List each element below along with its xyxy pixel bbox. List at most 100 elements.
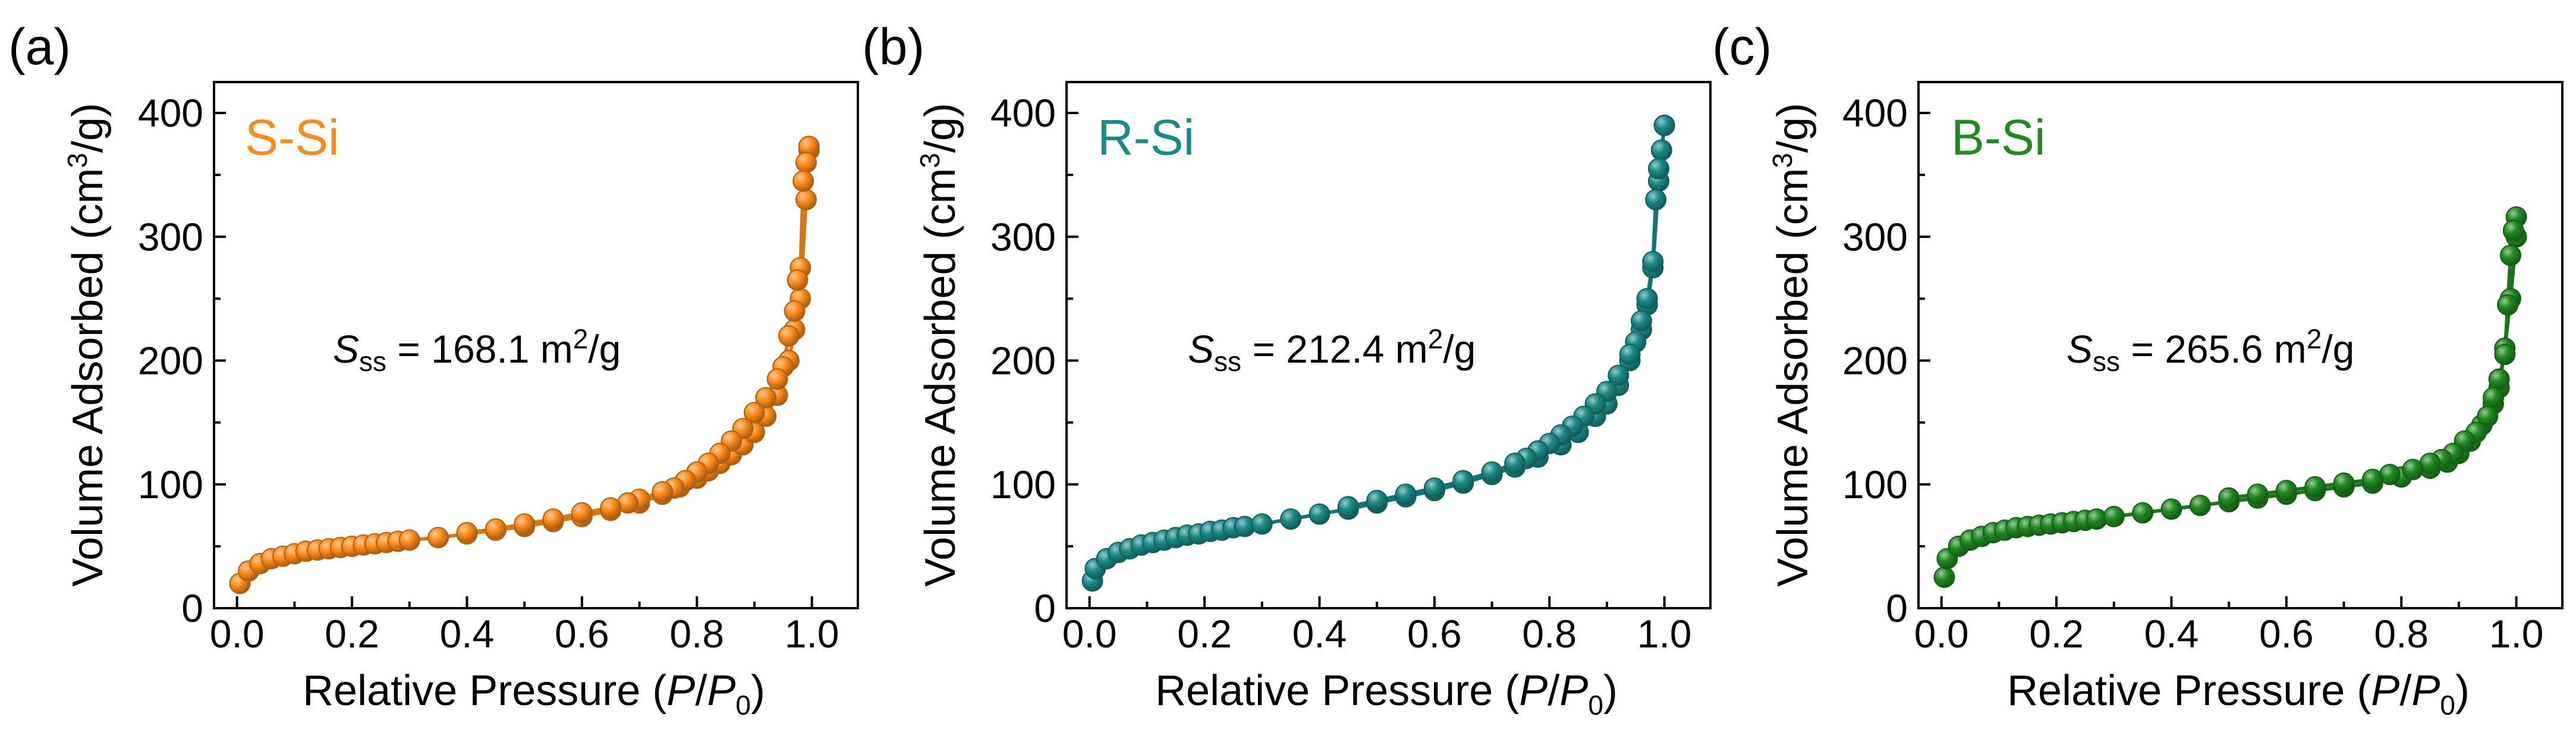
desorption-point: [784, 300, 806, 322]
x-tick-label: 0.6: [2259, 612, 2314, 656]
adsorption-point: [427, 527, 449, 549]
desorption-point: [2494, 344, 2516, 366]
y-tick-label: 200: [138, 339, 203, 383]
desorption-point: [1636, 288, 1658, 310]
adsorption-point: [1309, 503, 1331, 525]
desorption-point: [743, 401, 765, 423]
desorption-point: [2497, 294, 2519, 316]
series-layer: [229, 136, 820, 595]
desorption-point: [2304, 476, 2326, 498]
panel-c: (c) 0.0 0.2 0.4 0.6 0.8 1.0 0 100 200 30…: [1712, 18, 2564, 721]
x-tick-label: 0.8: [2374, 612, 2429, 656]
y-tick-label: 400: [138, 91, 203, 135]
desorption-point: [755, 387, 777, 408]
desorption-point: [2402, 458, 2424, 480]
desorption-line: [1348, 125, 1666, 509]
desorption-point: [1645, 188, 1667, 210]
plot-frame: [213, 81, 859, 609]
x-tick-label: 0.4: [1292, 612, 1347, 656]
desorption-point: [792, 170, 814, 192]
axis-ticks: [214, 112, 813, 609]
desorption-point: [2502, 219, 2524, 241]
x-tick-label: 0.6: [1407, 612, 1462, 656]
x-tick-labels: 0.0 0.2 0.4 0.6 0.8 1.0: [1914, 612, 2544, 656]
x-axis-title: Relative Pressure (P/P0): [303, 667, 765, 721]
x-tick-label: 1.0: [2489, 612, 2544, 656]
desorption-point: [1650, 139, 1672, 161]
x-tick-label: 0.0: [1062, 612, 1117, 656]
y-tick-label: 0: [1034, 586, 1056, 630]
series-layer: [1933, 206, 2527, 588]
x-axis-title: Relative Pressure (P/P0): [1155, 667, 1618, 721]
desorption-point: [485, 518, 507, 540]
x-tick-labels: 0.0 0.2 0.4 0.6 0.8 1.0: [210, 612, 839, 656]
desorption-point: [2218, 487, 2240, 509]
adsorption-point: [1280, 508, 1302, 530]
adsorption-point: [1933, 566, 1955, 588]
adsorption-point: [2160, 498, 2182, 520]
y-tick-label: 200: [1842, 339, 1908, 383]
desorption-point: [600, 497, 622, 519]
x-tick-label: 0.8: [1522, 612, 1577, 656]
y-axis-title: Volume Adsorbed (cm3/g): [914, 103, 964, 587]
x-tick-label: 0.0: [210, 612, 265, 656]
adsorption-point: [2189, 495, 2211, 517]
desorption-point: [2247, 483, 2269, 505]
panel-label: (a): [8, 18, 71, 76]
plot-frame: [1917, 81, 2564, 609]
desorption-point: [2275, 480, 2297, 502]
desorption-point: [1395, 483, 1417, 505]
y-axis-title: Volume Adsorbed (cm3/g): [62, 103, 112, 587]
desorption-point: [2488, 368, 2510, 390]
desorption-point: [778, 325, 800, 347]
x-tick-labels: 0.0 0.2 0.4 0.6 0.8 1.0: [1062, 612, 1692, 656]
y-tick-labels: 0 100 200 300 400: [990, 91, 1056, 630]
x-axis-title: Relative Pressure (P/P0): [2007, 667, 2470, 721]
desorption-point: [542, 508, 564, 530]
x-tick-label: 1.0: [1637, 612, 1692, 656]
desorption-point: [2333, 472, 2355, 494]
y-tick-label: 100: [1842, 463, 1908, 507]
sample-name: S-Si: [245, 109, 339, 165]
desorption-point: [2361, 468, 2383, 490]
y-tick-label: 100: [990, 463, 1056, 507]
desorption-point: [2499, 244, 2521, 266]
surface-area-annotation: Sss = 168.1 m2/g: [333, 323, 621, 377]
desorption-point: [2482, 387, 2504, 408]
x-tick-label: 0.8: [669, 612, 724, 656]
desorption-point: [1630, 310, 1652, 332]
y-tick-label: 300: [1842, 215, 1908, 259]
x-tick-label: 0.0: [1914, 612, 1969, 656]
y-tick-label: 0: [1886, 586, 1908, 630]
y-tick-label: 300: [138, 215, 203, 259]
desorption-point: [1452, 470, 1474, 492]
panel-label: (c): [1712, 18, 1772, 76]
adsorption-point: [398, 529, 420, 551]
plot-frame: [1065, 81, 1712, 609]
desorption-point: [1481, 461, 1503, 483]
axis-ticks: [1918, 112, 2518, 609]
desorption-point: [1608, 364, 1630, 386]
panel-b: (b) 0.0 0.2 0.4 0.6 0.8 1.0 0 100 200 30…: [862, 18, 1712, 721]
y-tick-label: 300: [990, 215, 1056, 259]
desorption-point: [1653, 114, 1675, 136]
panel-label: (b): [862, 18, 924, 76]
desorption-point: [1366, 489, 1388, 511]
y-tick-labels: 0 100 200 300 400: [1842, 91, 1908, 630]
desorption-point: [787, 269, 809, 291]
adsorption-point: [795, 188, 817, 210]
y-tick-label: 200: [990, 339, 1056, 383]
desorption-point: [1337, 496, 1359, 518]
x-tick-label: 0.4: [2144, 612, 2199, 656]
sample-name: B-Si: [1951, 109, 2046, 165]
desorption-point: [1423, 477, 1445, 499]
desorption-point: [652, 481, 674, 503]
desorption-point: [795, 152, 817, 174]
adsorption-point: [2103, 505, 2125, 527]
y-tick-label: 400: [990, 91, 1056, 135]
adsorption-point: [1251, 513, 1273, 535]
x-tick-label: 0.2: [2029, 612, 2084, 656]
desorption-point: [514, 513, 536, 535]
desorption-point: [2477, 405, 2499, 427]
